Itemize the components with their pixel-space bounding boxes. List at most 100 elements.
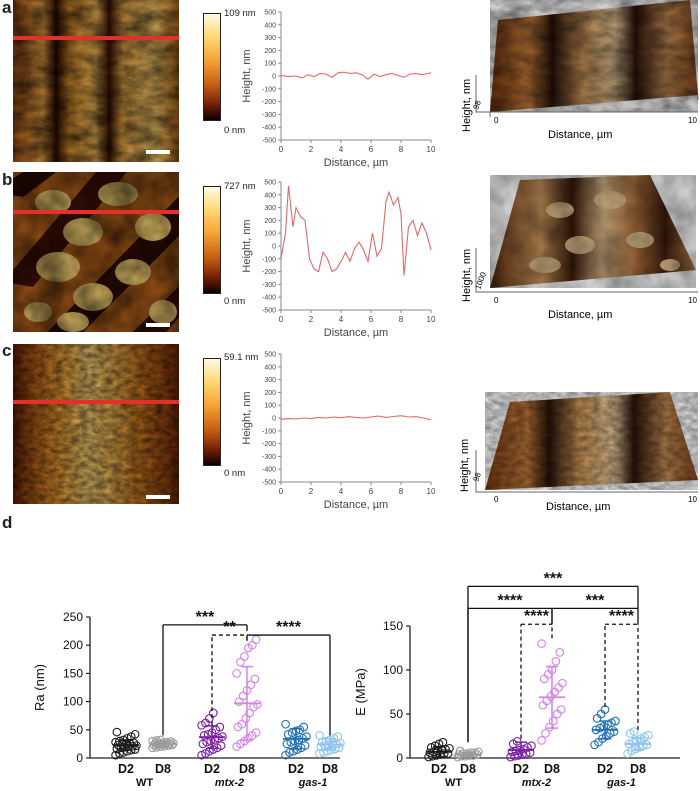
- surface-xlabel-b: Distance, µm: [548, 309, 612, 321]
- dot-point: [443, 749, 453, 758]
- scale-bar-c: [146, 495, 170, 499]
- dot-point: [281, 719, 290, 729]
- profile-y-tick-label: 100: [264, 403, 276, 410]
- surface-3d-a: 98 Height, nm 0 10 Distance, µm: [461, 0, 699, 141]
- dot-group-label: gas-1: [606, 777, 636, 789]
- dot-point: [111, 750, 120, 760]
- profile-line-a: [13, 36, 179, 40]
- surface-xmin-c: 0: [494, 495, 499, 504]
- dot-ylabel: Ra (nm): [32, 664, 47, 711]
- dot-point: [130, 729, 140, 739]
- profile-y-tick-label: -500: [262, 480, 276, 487]
- dot-point: [595, 723, 605, 733]
- surface-xmin-a: 0: [494, 116, 499, 125]
- profile-y-tick-label: -100: [262, 86, 276, 93]
- dot-point: [636, 734, 645, 743]
- profile-x-tick-label: 2: [309, 487, 314, 496]
- dot-point: [251, 635, 261, 644]
- dot-point: [250, 674, 260, 684]
- profile-xlabel: Distance, µm: [324, 499, 388, 511]
- profile-ylabel: Height, nm: [241, 219, 253, 272]
- dot-point: [241, 714, 251, 723]
- dot-point: [236, 657, 245, 667]
- dot-point: [537, 639, 546, 648]
- dot-point: [214, 733, 223, 743]
- profile-x-tick-label: 4: [339, 487, 344, 496]
- dot-point: [640, 732, 649, 742]
- surface-xlabel-c: Distance, µm: [546, 501, 610, 512]
- profile-xlabel: Distance, µm: [324, 157, 388, 169]
- dot-point: [609, 727, 619, 736]
- profile-x-tick-label: 10: [427, 315, 436, 324]
- sig-label: ****: [524, 608, 550, 625]
- dot-y-tick-label: 250: [63, 610, 83, 624]
- profile-x-tick-label: 8: [399, 315, 404, 324]
- colorbar-max-c: 59.1 nm: [224, 352, 259, 363]
- profile-x-tick-label: 8: [399, 487, 404, 496]
- profile-y-tick-label: -300: [262, 282, 276, 289]
- profile-x-tick-label: 0: [279, 145, 284, 154]
- dot-point: [556, 705, 566, 714]
- dot-point: [523, 743, 532, 752]
- profile-y-tick-label: 500: [264, 10, 276, 17]
- z-tick-c: 98: [471, 471, 483, 483]
- dot-category-label: D8: [155, 762, 171, 776]
- profile-x-tick-label: 4: [339, 145, 344, 154]
- dot-point: [644, 730, 653, 740]
- dot-y-tick-label: 100: [63, 695, 83, 709]
- profile-y-tick-label: 200: [264, 218, 276, 225]
- profile-y-tick-label: 300: [264, 205, 276, 212]
- profile-y-tick-label: 100: [264, 231, 276, 238]
- sig-label: ***: [586, 592, 605, 609]
- colorbar-min-a: 0 nm: [224, 125, 246, 136]
- dot-y-tick-label: 150: [383, 619, 403, 633]
- profile-x-tick-label: 0: [279, 487, 284, 496]
- surface-ylabel-b: Height, nm: [461, 249, 473, 302]
- dot-point: [205, 746, 214, 756]
- dot-point: [208, 745, 218, 754]
- dot-point: [289, 746, 298, 756]
- colorbar-a: [203, 13, 221, 121]
- dot-point: [537, 736, 546, 745]
- scale-bar-b: [146, 323, 170, 327]
- dot-point: [115, 749, 124, 758]
- dot-group-label: mtx-2: [522, 777, 551, 789]
- dot-category-label: D2: [118, 762, 134, 776]
- surface-ylabel-a: Height, nm: [461, 79, 473, 132]
- dot-category-label: D8: [460, 762, 476, 776]
- profile-y-tick-label: -200: [262, 99, 276, 106]
- profile-x-tick-label: 2: [309, 145, 314, 154]
- dot-point: [541, 729, 550, 738]
- dot-category-label: D2: [597, 762, 613, 776]
- dot-y-tick-label: 100: [383, 663, 403, 677]
- profile-ylabel: Height, nm: [241, 49, 253, 102]
- e-dot-plot: 050100150E (MPa)D2D8D2D8D2D8WTmtx-2gas-1…: [355, 570, 680, 789]
- dot-point: [300, 741, 310, 750]
- dot-point: [234, 697, 244, 706]
- surface-xmin-b: 0: [494, 296, 499, 305]
- afm-image-b: [13, 172, 179, 332]
- surface-3d-c: 98 Height, nm 0 10 Distance, µm: [459, 392, 698, 512]
- dot-point: [299, 722, 309, 732]
- dot-point: [319, 748, 328, 757]
- dot-point: [198, 739, 208, 749]
- dot-group-label: WT: [136, 777, 153, 789]
- profile-x-tick-label: 6: [369, 145, 374, 154]
- profile-y-tick-label: 400: [264, 192, 276, 199]
- profile-y-tick-label: -400: [262, 125, 276, 132]
- dot-point: [199, 731, 209, 740]
- profile-y-tick-label: 0: [272, 244, 276, 251]
- panel-a-letter: a: [2, 0, 12, 17]
- dot-y-tick-label: 50: [390, 707, 404, 721]
- dot-category-label: D8: [544, 762, 560, 776]
- dot-point: [555, 648, 565, 657]
- dot-point: [240, 652, 249, 661]
- sig-label: **: [223, 619, 236, 636]
- dot-point: [551, 656, 561, 666]
- profile-y-tick-label: 300: [264, 35, 276, 42]
- dot-point: [111, 737, 120, 747]
- profile-y-tick-label: 500: [264, 352, 276, 359]
- dot-point: [232, 669, 241, 678]
- dot-point: [430, 741, 440, 751]
